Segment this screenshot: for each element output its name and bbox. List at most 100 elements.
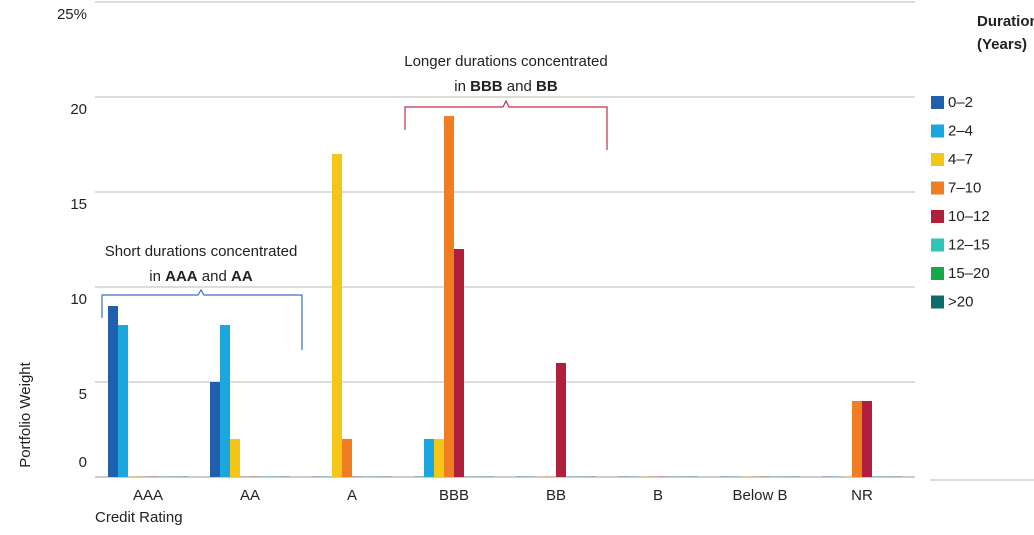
legend-label: 4–7 (948, 151, 973, 168)
y-tick-label: 5 (79, 386, 87, 403)
annotation-bracket (404, 99, 608, 150)
bar (750, 476, 760, 477)
bar (118, 325, 128, 477)
annotation-text: and (503, 78, 536, 95)
bar (740, 476, 750, 477)
annotation-text: in (149, 268, 165, 285)
bar (842, 476, 852, 477)
x-tick-label: BB (546, 487, 566, 504)
annotation-text: and (198, 268, 231, 285)
bar (638, 476, 648, 477)
bar (516, 476, 526, 477)
legend-label: >20 (948, 293, 973, 310)
annotation-text: AAA (165, 268, 198, 285)
legend-label: 12–15 (948, 236, 990, 253)
bar (586, 476, 596, 477)
bar (362, 476, 372, 477)
bar (332, 154, 342, 477)
legend-swatch (931, 238, 944, 252)
legend-swatch (931, 124, 944, 138)
annotation-bracket (101, 288, 303, 350)
legend-swatch (931, 96, 944, 109)
bar (536, 476, 546, 477)
legend-title: (Years) (977, 36, 1027, 53)
bar (892, 476, 902, 477)
bar (872, 476, 882, 477)
bar (220, 325, 230, 477)
bar (454, 249, 464, 477)
bar (852, 401, 862, 477)
bar (260, 476, 270, 477)
legend-title: Duration (977, 13, 1034, 30)
bar (178, 476, 188, 477)
legend-label: 2–4 (948, 122, 973, 139)
bar (546, 476, 556, 477)
bar (648, 476, 658, 477)
legend-swatch (931, 210, 944, 223)
bar (668, 476, 678, 477)
bar (168, 476, 178, 477)
bar (658, 476, 668, 477)
legend-swatch (931, 181, 944, 195)
annotation-text: BB (536, 78, 558, 95)
bar (434, 439, 444, 477)
bar (270, 476, 280, 477)
bar (780, 476, 790, 477)
x-tick-label: AAA (133, 487, 163, 504)
bar (372, 476, 382, 477)
bar (280, 476, 290, 477)
bar (240, 476, 250, 477)
x-tick-label: NR (851, 487, 873, 504)
legend-swatch (931, 295, 944, 309)
x-tick-label: A (347, 487, 357, 504)
bar (882, 476, 892, 477)
bar (770, 476, 780, 477)
bar (628, 476, 638, 477)
annotation-text: AA (231, 268, 253, 285)
bar (566, 476, 576, 477)
annotation: in AAA and AA (149, 268, 253, 285)
annotation-text: Longer durations concentrated (404, 53, 607, 70)
annotation: Longer durations concentrated (404, 53, 607, 70)
bar (822, 476, 832, 477)
bar (862, 401, 872, 477)
bar (730, 476, 740, 477)
bar (128, 476, 138, 477)
bar (618, 476, 628, 477)
legend-swatch (931, 153, 944, 166)
legend-label: 15–20 (948, 265, 990, 282)
bar (832, 476, 842, 477)
x-tick-label: B (653, 487, 663, 504)
bar (312, 476, 322, 477)
annotation-text: BBB (470, 78, 503, 95)
bar (210, 382, 220, 477)
bar (342, 439, 352, 477)
bar (444, 116, 454, 477)
bar (382, 476, 392, 477)
y-tick-label: 0 (79, 454, 87, 471)
annotation: in BBB and BB (454, 78, 558, 95)
legend-label: 0–2 (948, 94, 973, 111)
legend-label: 7–10 (948, 179, 981, 196)
bar (678, 476, 688, 477)
y-tick-label: 15 (70, 196, 87, 213)
annotation-text: Short durations concentrated (105, 243, 298, 260)
bar (720, 476, 730, 477)
bar (576, 476, 586, 477)
x-tick-label: Below B (732, 487, 787, 504)
bar (322, 476, 332, 477)
legend-label: 10–12 (948, 208, 990, 225)
bar (526, 476, 536, 477)
bar (148, 476, 158, 477)
bar (688, 476, 698, 477)
y-axis-label: Portfolio Weight (17, 361, 34, 467)
bar (760, 476, 770, 477)
bar (230, 439, 240, 477)
bar (424, 439, 434, 477)
bar (250, 476, 260, 477)
bar (556, 363, 566, 477)
bar (158, 476, 168, 477)
bar (484, 476, 494, 477)
x-axis-label: Credit Rating (95, 509, 183, 526)
